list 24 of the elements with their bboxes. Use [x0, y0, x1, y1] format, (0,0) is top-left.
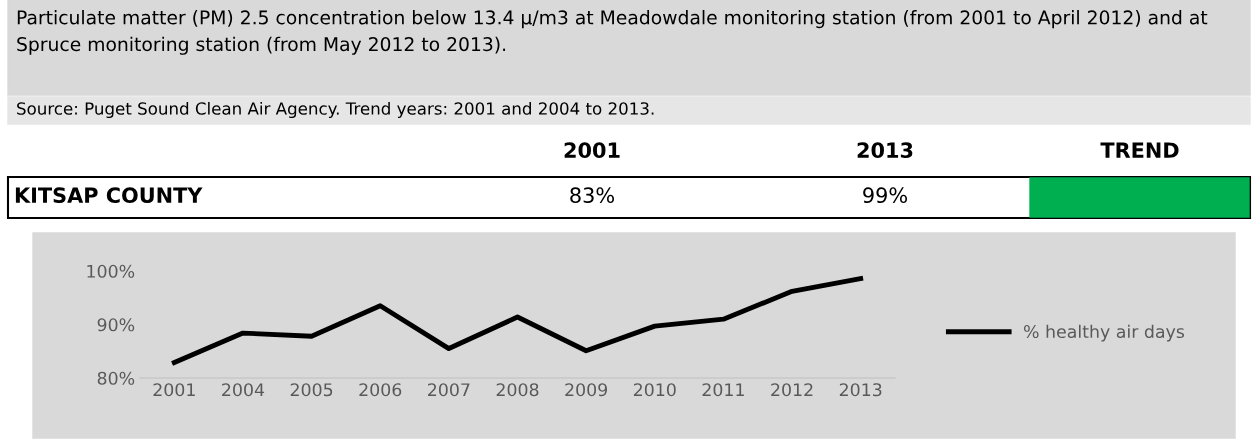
x-tick-label: 2005	[290, 383, 333, 397]
text: KITSAP COUNTY	[15, 187, 203, 204]
x-tick-label: 2008	[496, 383, 539, 397]
x-tick-label: 2012	[771, 383, 813, 397]
x-tick-label: 2009	[565, 383, 608, 397]
x-tick-label: 2010	[633, 383, 676, 397]
line-series	[171, 276, 864, 365]
text: TREND	[1100, 142, 1179, 158]
x-tick-label: 2001	[153, 383, 195, 397]
text: 2013	[857, 142, 913, 159]
x-tick-label: 2013	[839, 383, 882, 397]
text: 2001	[564, 142, 620, 159]
source-note: Source: Puget Sound Clean Air Agency. Trend years: 2001 and 2004 to 2013.	[17, 101, 654, 119]
chart-title: Particulate matter (PM) 2.5 concentration below 13.4 µ/m3 at Meadowdale monitoring station (from 2001 to April 2012) and at Spruce monitoring station (from May 2012 to 2013).	[17, 10, 1208, 55]
y-tick-label: 100%	[87, 264, 135, 278]
y-tick-label: 80%	[97, 371, 135, 385]
legend-label: % healthy air days	[1023, 324, 1185, 342]
x-tick-label: 2011	[702, 383, 744, 397]
x-tick-label: 2007	[428, 383, 470, 397]
text: 99%	[863, 187, 907, 204]
y-tick-label: 90%	[97, 318, 135, 332]
text: 83%	[570, 187, 614, 204]
x-tick-label: 2006	[359, 383, 402, 397]
x-tick-label: 2004	[222, 383, 265, 397]
